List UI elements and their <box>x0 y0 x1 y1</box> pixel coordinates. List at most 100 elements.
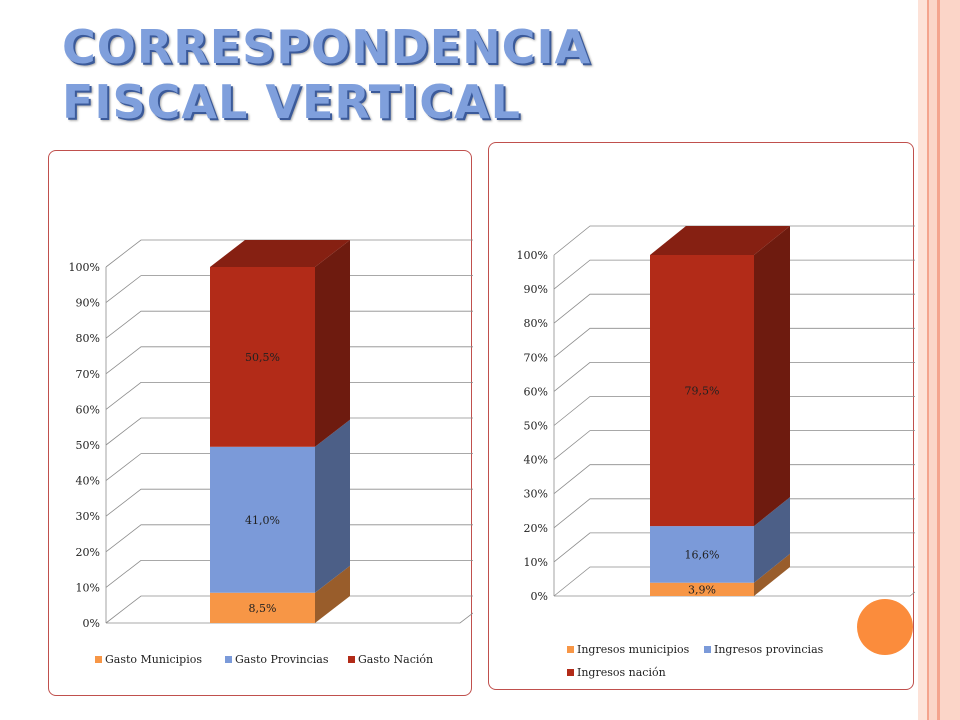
gridline <box>553 498 915 529</box>
data-label: 41,0% <box>245 514 280 527</box>
chart-panel-ingresos: 0% 10% 20% 30% 40% 50% 60% 70% 80% 90% 100% 3,9% 16,… <box>488 142 915 690</box>
decor-stripe <box>929 0 937 720</box>
bar-side <box>315 240 350 447</box>
y-tick-label: 80% <box>524 317 548 330</box>
data-label: 50,5% <box>245 351 280 364</box>
bar-segment: 16,6% <box>650 497 790 583</box>
bar-segment: 41,0% <box>210 419 350 593</box>
gridline <box>553 396 915 426</box>
gridline <box>105 275 473 303</box>
legend-label: Ingresos municipios <box>577 643 690 656</box>
bar-segment: 8,5% <box>210 565 350 623</box>
gridline <box>553 430 915 460</box>
gridline <box>553 225 915 256</box>
y-tick-label: 90% <box>524 283 548 296</box>
gridline <box>553 464 915 495</box>
gridline <box>553 566 915 597</box>
legend-label: Ingresos provincias <box>714 643 824 656</box>
page-title: CORRESPONDENCIA FISCAL VERTICAL <box>62 20 591 130</box>
y-tick-label: 30% <box>76 510 100 523</box>
gridline <box>553 293 915 324</box>
data-label: 16,6% <box>685 548 720 561</box>
y-tick-label: 40% <box>76 475 100 488</box>
y-tick-label: 60% <box>524 385 548 398</box>
y-tick-label: 20% <box>76 546 100 559</box>
data-label: 3,9% <box>688 583 716 596</box>
legend-label: Gasto Nación <box>358 653 434 666</box>
data-label: 8,5% <box>249 602 277 615</box>
decor-stripe <box>937 0 940 720</box>
y-tick-label: 70% <box>524 351 548 364</box>
y-tick-label: 10% <box>524 556 548 569</box>
gridline <box>105 381 473 410</box>
title-line-2: FISCAL VERTICAL <box>62 75 521 129</box>
gridline <box>553 532 915 563</box>
bar-front <box>650 526 754 583</box>
bar-front <box>210 592 315 623</box>
gridline <box>553 327 915 358</box>
y-tick-label: 70% <box>76 368 100 381</box>
legend-swatch <box>95 656 102 663</box>
y-tick-label: 40% <box>524 454 548 467</box>
y-tick-label: 80% <box>76 332 100 345</box>
legend-swatch <box>567 669 574 676</box>
legend-item: Gasto Municipios <box>95 653 202 666</box>
bar-segment: 79,5% <box>650 226 790 527</box>
chart-gasto: 0% 10% 20% 30% 40% 50% 60% 70% 80% 90% 100% 8,5% 41,… <box>69 239 473 630</box>
bar-top <box>210 240 350 267</box>
data-label: 79,5% <box>685 385 720 398</box>
legend-swatch <box>567 646 574 653</box>
y-tick-label: 10% <box>76 581 100 594</box>
bar-segment: 50,5% <box>210 240 350 447</box>
y-tick-label: 100% <box>517 249 548 262</box>
legend-label: Ingresos nación <box>577 666 666 679</box>
legend-label: Gasto Provincias <box>235 653 329 666</box>
gridline <box>553 361 915 392</box>
decor-stripe <box>940 0 960 720</box>
y-tick-label: 50% <box>76 439 100 452</box>
gridline <box>105 346 473 375</box>
legend-item: Ingresos provincias <box>704 643 823 656</box>
gridline <box>105 453 473 481</box>
gridline <box>105 310 473 339</box>
bar-side <box>754 497 790 583</box>
legend-item: Ingresos nación <box>567 666 666 679</box>
bar-side <box>315 565 350 623</box>
bar-front <box>210 267 315 447</box>
legend-swatch <box>348 656 355 663</box>
gridline <box>553 259 915 290</box>
legend-swatch <box>225 656 232 663</box>
chart-ingresos: 0% 10% 20% 30% 40% 50% 60% 70% 80% 90% 100% 3,9% 16,… <box>517 225 915 603</box>
legend-label: Gasto Municipios <box>105 653 202 666</box>
bar-side <box>754 226 790 527</box>
gridline <box>105 417 473 446</box>
gridline <box>105 239 473 268</box>
gridline <box>105 524 473 553</box>
bar-side <box>315 419 350 593</box>
y-tick-label: 90% <box>76 297 100 310</box>
y-tick-label: 30% <box>524 488 548 501</box>
bar-front <box>650 255 754 527</box>
bar-segment: 3,9% <box>650 553 790 596</box>
bar-front <box>650 582 754 596</box>
y-tick-label: 100% <box>69 261 100 274</box>
bar-front <box>210 446 315 593</box>
legend-item: Gasto Nación <box>348 653 433 666</box>
legend-swatch <box>704 646 711 653</box>
y-tick-label: 0% <box>83 617 100 630</box>
title-line-1: CORRESPONDENCIA <box>62 20 592 74</box>
gridline <box>105 488 473 517</box>
y-tick-label: 50% <box>524 420 548 433</box>
chart-panel-gasto: 0% 10% 20% 30% 40% 50% 60% 70% 80% 90% 100% 8,5% 41,… <box>48 150 473 696</box>
decor-circle <box>857 599 913 655</box>
gridline <box>105 595 473 624</box>
bar-top <box>650 226 790 255</box>
decor-stripe <box>927 0 929 720</box>
y-tick-label: 0% <box>531 590 548 603</box>
y-tick-label: 20% <box>524 522 548 535</box>
gridline <box>105 559 473 588</box>
decor-stripe <box>918 0 927 720</box>
y-tick-label: 60% <box>76 403 100 416</box>
legend-item: Gasto Provincias <box>225 653 329 666</box>
legend-item: Ingresos municipios <box>567 643 689 656</box>
